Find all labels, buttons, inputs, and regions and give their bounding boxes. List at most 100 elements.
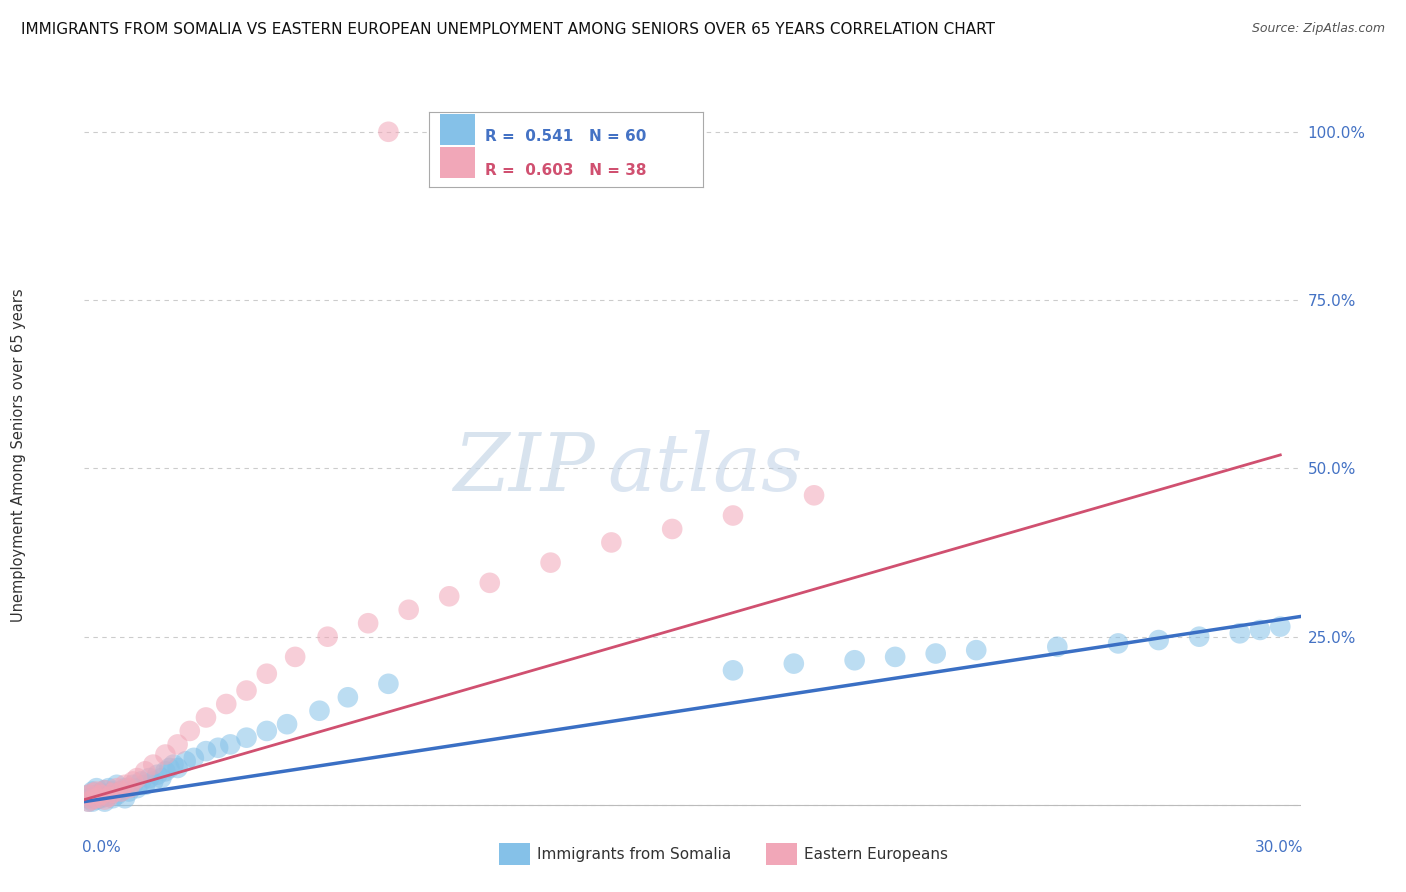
Point — [86, 781, 108, 796]
Text: atlas: atlas — [607, 431, 803, 508]
Point — [93, 795, 115, 809]
Point — [142, 757, 165, 772]
Point — [82, 792, 104, 806]
Point — [101, 784, 124, 798]
Point — [166, 738, 188, 752]
Point — [284, 649, 307, 664]
Point — [114, 778, 136, 792]
Point — [150, 771, 173, 785]
Point — [77, 791, 100, 805]
Point — [215, 697, 238, 711]
Point — [97, 788, 120, 802]
Point — [439, 589, 461, 603]
Point — [600, 535, 623, 549]
Point — [129, 774, 152, 789]
Point — [256, 666, 278, 681]
Point — [377, 677, 399, 691]
Point — [122, 778, 145, 792]
Point — [82, 795, 104, 809]
Text: R =  0.541   N = 60: R = 0.541 N = 60 — [485, 129, 647, 145]
Point — [159, 761, 181, 775]
Point — [155, 747, 177, 762]
Point — [219, 738, 242, 752]
Point — [77, 795, 100, 809]
Point — [377, 125, 399, 139]
Point — [90, 786, 112, 800]
Point — [1229, 626, 1251, 640]
Point — [1249, 623, 1271, 637]
Point — [101, 791, 124, 805]
Point — [93, 789, 115, 804]
Point — [162, 757, 184, 772]
Point — [195, 710, 218, 724]
Point — [93, 783, 115, 797]
Point — [235, 683, 257, 698]
Point — [1107, 636, 1129, 650]
Point — [82, 786, 104, 800]
Point — [721, 508, 744, 523]
Point — [1147, 633, 1170, 648]
Point — [965, 643, 987, 657]
Point — [97, 781, 120, 796]
Point — [316, 630, 339, 644]
Point — [82, 784, 104, 798]
Point — [77, 795, 100, 809]
Point — [110, 784, 132, 798]
Point — [142, 774, 165, 789]
Point — [661, 522, 683, 536]
Point — [844, 653, 866, 667]
Point — [122, 774, 145, 789]
Text: 0.0%: 0.0% — [82, 840, 121, 855]
Point — [97, 789, 120, 804]
Text: 30.0%: 30.0% — [1254, 840, 1303, 855]
Point — [174, 754, 197, 768]
Point — [1270, 619, 1292, 633]
Point — [336, 690, 359, 705]
Point — [803, 488, 825, 502]
Point — [276, 717, 298, 731]
Point — [398, 603, 420, 617]
Point — [207, 740, 229, 755]
Point — [90, 788, 112, 802]
Point — [114, 791, 136, 805]
Text: R =  0.603   N = 38: R = 0.603 N = 38 — [485, 163, 647, 178]
Point — [478, 575, 501, 590]
Point — [134, 778, 156, 792]
Point — [146, 767, 169, 781]
Point — [93, 792, 115, 806]
Point — [105, 788, 128, 802]
Point — [155, 764, 177, 779]
Text: Source: ZipAtlas.com: Source: ZipAtlas.com — [1251, 22, 1385, 36]
Point — [114, 781, 136, 796]
Point — [93, 783, 115, 797]
Point — [134, 764, 156, 779]
Point — [183, 751, 205, 765]
Text: IMMIGRANTS FROM SOMALIA VS EASTERN EUROPEAN UNEMPLOYMENT AMONG SENIORS OVER 65 Y: IMMIGRANTS FROM SOMALIA VS EASTERN EUROP… — [21, 22, 995, 37]
Point — [77, 788, 100, 802]
Point — [90, 791, 112, 805]
Point — [101, 786, 124, 800]
Point — [166, 761, 188, 775]
Point — [357, 616, 380, 631]
Point — [105, 778, 128, 792]
Point — [82, 789, 104, 804]
Point — [86, 784, 108, 798]
Point — [179, 723, 201, 738]
Point — [118, 781, 141, 796]
Point — [110, 784, 132, 798]
Point — [721, 664, 744, 678]
Point — [783, 657, 806, 671]
Point — [77, 788, 100, 802]
Text: Unemployment Among Seniors over 65 years: Unemployment Among Seniors over 65 years — [11, 288, 25, 622]
Point — [1188, 630, 1211, 644]
Text: Eastern Europeans: Eastern Europeans — [804, 847, 948, 862]
Point — [105, 781, 128, 796]
Point — [308, 704, 330, 718]
Point — [1046, 640, 1069, 654]
Point — [195, 744, 218, 758]
Text: ZIP: ZIP — [453, 431, 595, 508]
Point — [884, 649, 907, 664]
Point — [235, 731, 257, 745]
Point — [118, 784, 141, 798]
Text: Immigrants from Somalia: Immigrants from Somalia — [537, 847, 731, 862]
